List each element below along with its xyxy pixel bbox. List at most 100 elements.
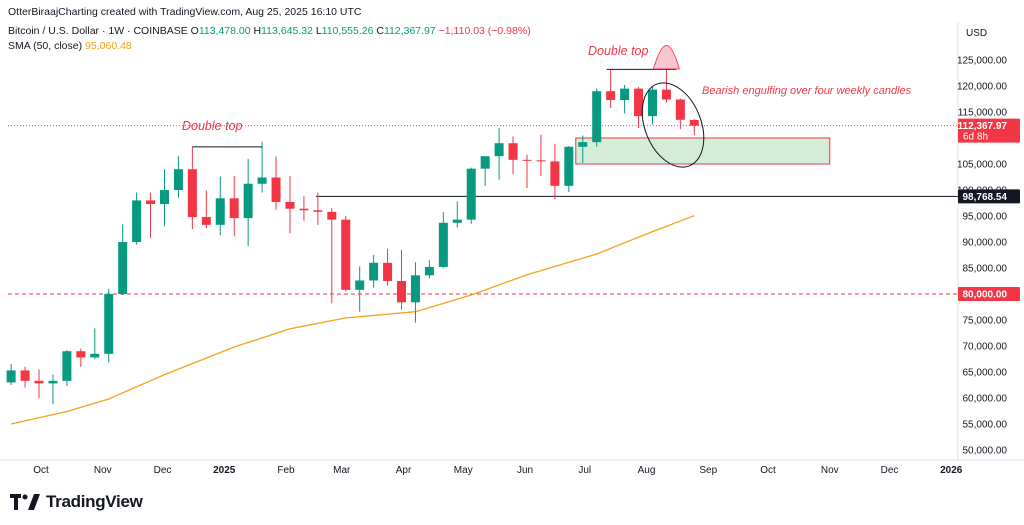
high-label: H xyxy=(253,25,262,37)
bar-countdown-text: 6d 8h xyxy=(963,132,988,143)
candle-body xyxy=(201,217,211,225)
brand-name: TradingView xyxy=(46,492,143,511)
candle-body xyxy=(634,88,644,117)
candle-body xyxy=(383,262,393,281)
x-tick-label: Nov xyxy=(821,465,839,476)
candle-body xyxy=(271,177,281,202)
x-tick-label: Nov xyxy=(94,465,112,476)
candle-body xyxy=(438,222,448,267)
y-tick-label: 55,000.00 xyxy=(963,420,1008,431)
low-value: 110,555.26 xyxy=(321,25,374,37)
candle-body xyxy=(285,201,295,209)
candle-body xyxy=(173,169,183,190)
y-tick-label: 115,000.00 xyxy=(958,108,1008,119)
double-top-right-label: Double top xyxy=(588,44,649,58)
candle-body xyxy=(675,99,685,120)
candle-body xyxy=(187,169,197,218)
candle-body xyxy=(494,143,504,157)
candle-body xyxy=(355,280,365,290)
level-80k-price-label-text: 80,000.00 xyxy=(963,290,1008,301)
candle-body xyxy=(620,88,630,101)
x-tick-label: Dec xyxy=(881,465,899,476)
open-label: O xyxy=(190,25,199,37)
candle-body xyxy=(341,219,351,290)
y-tick-label: 75,000.00 xyxy=(963,316,1008,327)
candle-body xyxy=(410,275,420,303)
open-value: 113,478.00 xyxy=(198,25,251,37)
low-label: L xyxy=(315,25,322,37)
candle-body xyxy=(466,168,476,220)
candle-body xyxy=(299,208,309,211)
support-zone-box xyxy=(575,137,831,165)
x-tick-label: Apr xyxy=(396,465,412,476)
currency-label: USD xyxy=(966,28,987,39)
candle-body xyxy=(6,370,16,383)
candle-body xyxy=(397,281,407,303)
x-tick-label: Sep xyxy=(699,465,717,476)
y-tick-label: 105,000.00 xyxy=(957,160,1007,171)
tradingview-logo-icon xyxy=(10,494,40,510)
y-tick-label: 95,000.00 xyxy=(963,212,1008,223)
symbol-name: Bitcoin / U.S. Dollar · 1W · COINBASE xyxy=(8,25,188,37)
candle-body xyxy=(34,380,44,384)
last-price-label-box xyxy=(958,118,1020,143)
candle-body xyxy=(606,91,616,101)
candle-body xyxy=(480,156,490,169)
candle-body xyxy=(592,91,602,143)
candle-body xyxy=(132,200,142,242)
candle-body xyxy=(327,211,337,220)
candle-body xyxy=(159,190,169,205)
x-tick-label: Jul xyxy=(578,465,591,476)
candle-body xyxy=(215,198,225,225)
candle-body xyxy=(564,146,574,186)
sma-value: 95,060.48 xyxy=(85,40,132,52)
x-tick-label: Oct xyxy=(33,465,49,476)
support-price-label-box xyxy=(958,189,1020,204)
tradingview-brand: TradingView xyxy=(10,492,143,512)
candle-body xyxy=(229,198,239,219)
candle-body xyxy=(578,142,588,147)
close-label: C xyxy=(376,25,384,37)
x-tick-label: Jun xyxy=(517,465,533,476)
last-price-label-text: 112,367.97 xyxy=(958,121,1008,132)
candle-body xyxy=(522,159,532,161)
x-tick-label: Dec xyxy=(154,465,172,476)
candle-body xyxy=(90,353,100,358)
x-tick-label: Feb xyxy=(277,465,295,476)
candle-body xyxy=(243,183,253,219)
candle-body xyxy=(146,200,156,205)
change-value: −1,110.03 (−0.98%) xyxy=(438,25,531,37)
x-tick-label: Oct xyxy=(760,465,776,476)
y-tick-label: 90,000.00 xyxy=(963,238,1008,249)
sma-legend[interactable]: SMA (50, close) 95,060.48 xyxy=(8,40,132,52)
candle-body xyxy=(647,89,657,117)
x-tick-label: May xyxy=(454,465,473,476)
x-tick-label: Mar xyxy=(333,465,351,476)
double-top-peak-highlight xyxy=(652,45,680,70)
level-80k-price-label-box xyxy=(958,287,1020,301)
sma-line xyxy=(10,215,695,425)
candle-body xyxy=(508,143,518,160)
y-tick-label: 50,000.00 xyxy=(963,446,1008,457)
y-tick-label: 120,000.00 xyxy=(957,82,1007,93)
close-value: 112,367.97 xyxy=(383,25,436,37)
symbol-ohlc-legend[interactable]: Bitcoin / U.S. Dollar · 1W · COINBASE O1… xyxy=(8,25,531,37)
candle-body xyxy=(104,294,114,354)
y-tick-label: 65,000.00 xyxy=(963,368,1008,379)
candle-body xyxy=(257,177,267,184)
chart-credit: OtterBiraajCharting created with Trading… xyxy=(8,6,362,18)
sma-label: SMA (50, close) xyxy=(8,40,83,52)
y-tick-label: 125,000.00 xyxy=(957,56,1007,67)
x-tick-label: 2026 xyxy=(940,465,963,476)
engulfing-label: Bearish engulfing over four weekly candl… xyxy=(702,85,912,97)
candle-body xyxy=(550,161,560,186)
y-tick-label: 60,000.00 xyxy=(963,394,1008,405)
candle-body xyxy=(536,160,546,162)
y-tick-label: 85,000.00 xyxy=(963,264,1008,275)
candle-body xyxy=(62,351,72,381)
candle-body xyxy=(452,219,462,223)
candle-body xyxy=(48,380,58,384)
high-value: 113,645.32 xyxy=(261,25,313,37)
candle-body xyxy=(689,119,699,126)
